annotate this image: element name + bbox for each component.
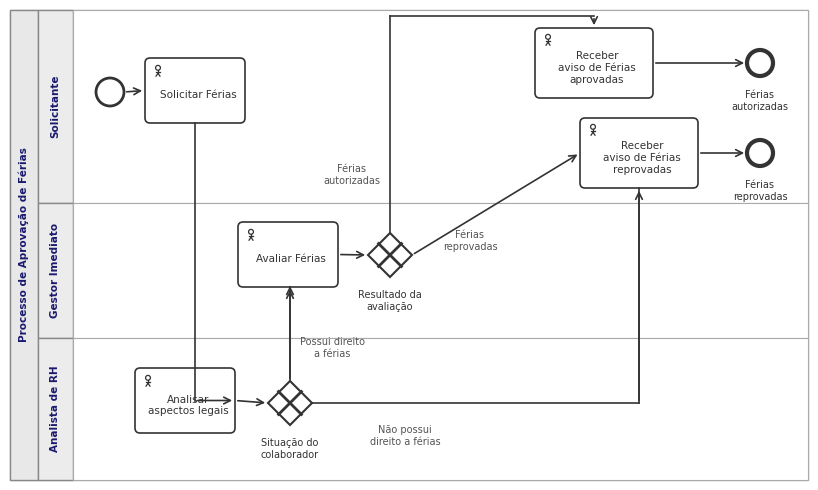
Bar: [38, 10, 73, 203]
Text: Analista de RH: Analista de RH: [51, 366, 61, 452]
Circle shape: [96, 78, 124, 106]
FancyBboxPatch shape: [135, 368, 235, 433]
Text: Situação do
colaborador: Situação do colaborador: [261, 438, 319, 460]
Text: Solicitar Férias: Solicitar Férias: [160, 91, 236, 100]
Text: Gestor Imediato: Gestor Imediato: [51, 223, 61, 318]
Text: Solicitante: Solicitante: [51, 75, 61, 138]
Text: Avaliar Férias: Avaliar Férias: [256, 254, 326, 265]
Bar: [73, 10, 808, 203]
FancyBboxPatch shape: [145, 58, 245, 123]
Circle shape: [146, 375, 151, 380]
Text: Resultado da
avaliação: Resultado da avaliação: [358, 290, 422, 312]
Text: Analisar
aspectos legais: Analisar aspectos legais: [147, 395, 228, 416]
Text: Possui direito
a férias: Possui direito a férias: [299, 337, 365, 359]
Circle shape: [249, 229, 254, 234]
Circle shape: [155, 65, 160, 70]
Text: Não possui
direito a férias: Não possui direito a férias: [370, 425, 440, 446]
Bar: [38, 203, 73, 338]
FancyBboxPatch shape: [580, 118, 698, 188]
Circle shape: [747, 50, 773, 76]
Text: Receber
aviso de Férias
reprovadas: Receber aviso de Férias reprovadas: [603, 142, 681, 174]
FancyBboxPatch shape: [535, 28, 653, 98]
Text: Férias
reprovadas: Férias reprovadas: [733, 180, 787, 201]
Circle shape: [747, 140, 773, 166]
Circle shape: [591, 124, 596, 129]
Polygon shape: [268, 381, 312, 425]
Bar: [73, 203, 808, 338]
Circle shape: [546, 34, 551, 39]
FancyBboxPatch shape: [238, 222, 338, 287]
Bar: [10, 10, 38, 480]
Polygon shape: [368, 233, 412, 277]
Text: Receber
aviso de Férias
aprovadas: Receber aviso de Férias aprovadas: [558, 51, 636, 85]
Text: Férias
autorizadas: Férias autorizadas: [731, 90, 789, 112]
Bar: [73, 338, 808, 480]
Text: Férias
autorizadas: Férias autorizadas: [323, 164, 380, 186]
Text: Férias
reprovadas: Férias reprovadas: [443, 230, 497, 252]
Bar: [38, 338, 73, 480]
Text: Processo de Aprovação de Férias: Processo de Aprovação de Férias: [19, 147, 29, 343]
